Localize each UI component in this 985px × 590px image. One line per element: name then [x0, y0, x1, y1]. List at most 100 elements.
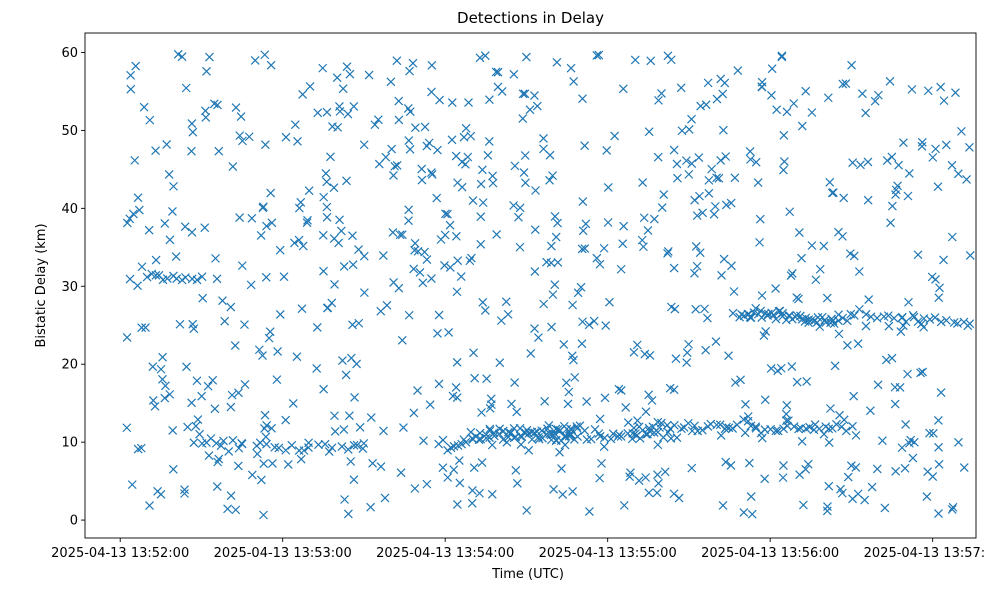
data-point [461, 123, 471, 133]
data-point [798, 500, 808, 510]
data-point [160, 393, 170, 403]
plot-frame [84, 32, 977, 539]
data-point [158, 374, 167, 384]
data-point [463, 152, 473, 162]
data-point [792, 293, 802, 303]
data-point [867, 482, 877, 492]
data-point [856, 160, 865, 170]
data-point [846, 461, 856, 471]
data-point [343, 444, 353, 454]
data-point [198, 293, 208, 303]
data-point [498, 426, 508, 436]
data-point [903, 191, 913, 201]
data-point [501, 297, 511, 307]
data-point [785, 207, 795, 217]
data-point [203, 381, 213, 391]
data-point [281, 415, 291, 425]
data-point [842, 316, 852, 326]
data-point [151, 255, 161, 265]
data-point [133, 444, 143, 454]
data-point [719, 254, 729, 264]
data-point [930, 313, 940, 322]
data-point [578, 94, 587, 104]
data-point [568, 300, 578, 310]
data-point [830, 361, 840, 371]
y-tick-label: 50 [61, 124, 78, 139]
data-point [619, 500, 629, 510]
data-point [133, 281, 142, 291]
data-point [128, 209, 138, 219]
data-point [773, 426, 783, 436]
data-point [469, 463, 479, 473]
data-point [669, 263, 679, 273]
data-point [550, 212, 560, 221]
data-point [516, 440, 526, 449]
data-point [751, 422, 761, 432]
data-point [202, 66, 211, 76]
data-point [339, 261, 349, 271]
data-point [482, 374, 492, 384]
data-point [137, 262, 147, 272]
data-point [807, 108, 817, 117]
data-point [746, 492, 756, 501]
data-point [703, 313, 712, 323]
data-point [337, 442, 347, 451]
data-point [426, 274, 436, 283]
data-point [948, 502, 958, 512]
data-point [697, 425, 707, 435]
data-point [718, 125, 728, 135]
data-point [231, 103, 241, 112]
data-point [797, 121, 807, 131]
data-point [211, 253, 220, 263]
data-point [962, 175, 971, 184]
data-point [580, 141, 590, 151]
data-point [532, 101, 542, 111]
data-point [848, 158, 858, 168]
data-point [797, 253, 806, 263]
data-point [578, 226, 588, 236]
data-point [927, 272, 937, 282]
data-point [453, 256, 463, 266]
data-point [338, 356, 347, 365]
data-point [823, 502, 832, 512]
data-point [420, 247, 429, 257]
data-point [616, 432, 626, 441]
data-point [580, 426, 590, 436]
data-point [344, 411, 354, 421]
data-point [660, 467, 670, 477]
data-point [547, 322, 556, 332]
data-point [305, 82, 315, 91]
data-point [546, 258, 556, 268]
data-point [906, 435, 916, 445]
data-point [321, 168, 331, 178]
data-point [193, 415, 203, 424]
data-point [182, 362, 191, 372]
data-point [290, 238, 299, 248]
data-point [881, 355, 891, 365]
data-point [618, 84, 628, 94]
data-point [511, 465, 521, 475]
data-point [632, 340, 642, 350]
data-point [629, 347, 639, 357]
data-point [657, 203, 667, 212]
data-point [707, 164, 717, 174]
chart-title: Detections in Delay [457, 9, 604, 27]
data-point [916, 368, 926, 378]
data-point [364, 70, 374, 80]
data-point [687, 463, 697, 473]
data-point [180, 485, 190, 495]
data-point [467, 486, 477, 495]
data-point [459, 132, 469, 142]
data-point [122, 423, 132, 433]
data-point [219, 436, 228, 446]
data-point [861, 321, 871, 331]
data-point [639, 213, 649, 223]
data-point [720, 78, 730, 88]
data-point [578, 317, 587, 327]
data-point [188, 319, 198, 329]
data-point [354, 245, 363, 254]
data-point [150, 401, 160, 411]
data-point [861, 108, 871, 118]
data-point [489, 428, 499, 438]
data-point [449, 465, 459, 475]
